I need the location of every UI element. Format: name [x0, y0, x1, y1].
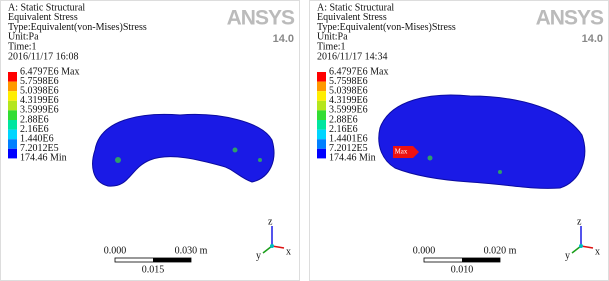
legend-swatch — [317, 110, 326, 120]
legend-swatch — [8, 72, 17, 82]
legend-swatch — [317, 101, 326, 111]
legend-swatch — [8, 82, 17, 92]
legend-swatch — [8, 130, 17, 140]
legend-swatch — [8, 110, 17, 120]
triad-label: x — [595, 246, 600, 257]
scale-label: 0.015 — [142, 264, 165, 275]
header-line: 2016/11/17 16:08 — [8, 51, 78, 62]
legend-swatch — [317, 149, 326, 159]
legend-label: 174.46 Min — [329, 153, 376, 164]
legend-swatch — [317, 82, 326, 92]
triad-origin — [270, 244, 274, 248]
scale-bar — [462, 258, 500, 262]
legend-label: 174.46 Min — [20, 153, 67, 164]
version: 14.0 — [582, 33, 603, 45]
legend-swatch — [317, 91, 326, 101]
scale-label: 0.000 — [104, 245, 127, 256]
header-line: 2016/11/17 14:34 — [317, 51, 387, 62]
legend-swatch — [8, 149, 17, 159]
legend-swatch — [8, 120, 17, 130]
scale-label: 0.010 — [451, 264, 474, 275]
logo: ANSYS — [536, 7, 604, 30]
logo: ANSYS — [227, 7, 295, 30]
triad-label: y — [256, 250, 261, 261]
version: 14.0 — [273, 33, 294, 45]
triad-label: x — [286, 246, 291, 257]
legend-swatch — [8, 101, 17, 111]
scale-label: 0.020 m — [484, 245, 517, 256]
triad-label: z — [268, 216, 273, 227]
legend-swatch — [8, 91, 17, 101]
scale-bar — [153, 258, 191, 262]
scale-label: 0.000 — [413, 245, 436, 256]
legend-swatch — [317, 130, 326, 140]
legend-swatch — [317, 120, 326, 130]
triad-origin — [579, 244, 583, 248]
legend-swatch — [317, 139, 326, 149]
scale-label: 0.030 m — [175, 245, 208, 256]
triad-label: y — [565, 250, 570, 261]
legend-swatch — [8, 139, 17, 149]
triad-label: z — [577, 216, 582, 227]
legend-swatch — [317, 72, 326, 82]
screenshot: A: Static StructuralEquivalent StressTyp… — [0, 0, 609, 281]
probe-label: Max — [395, 148, 408, 156]
